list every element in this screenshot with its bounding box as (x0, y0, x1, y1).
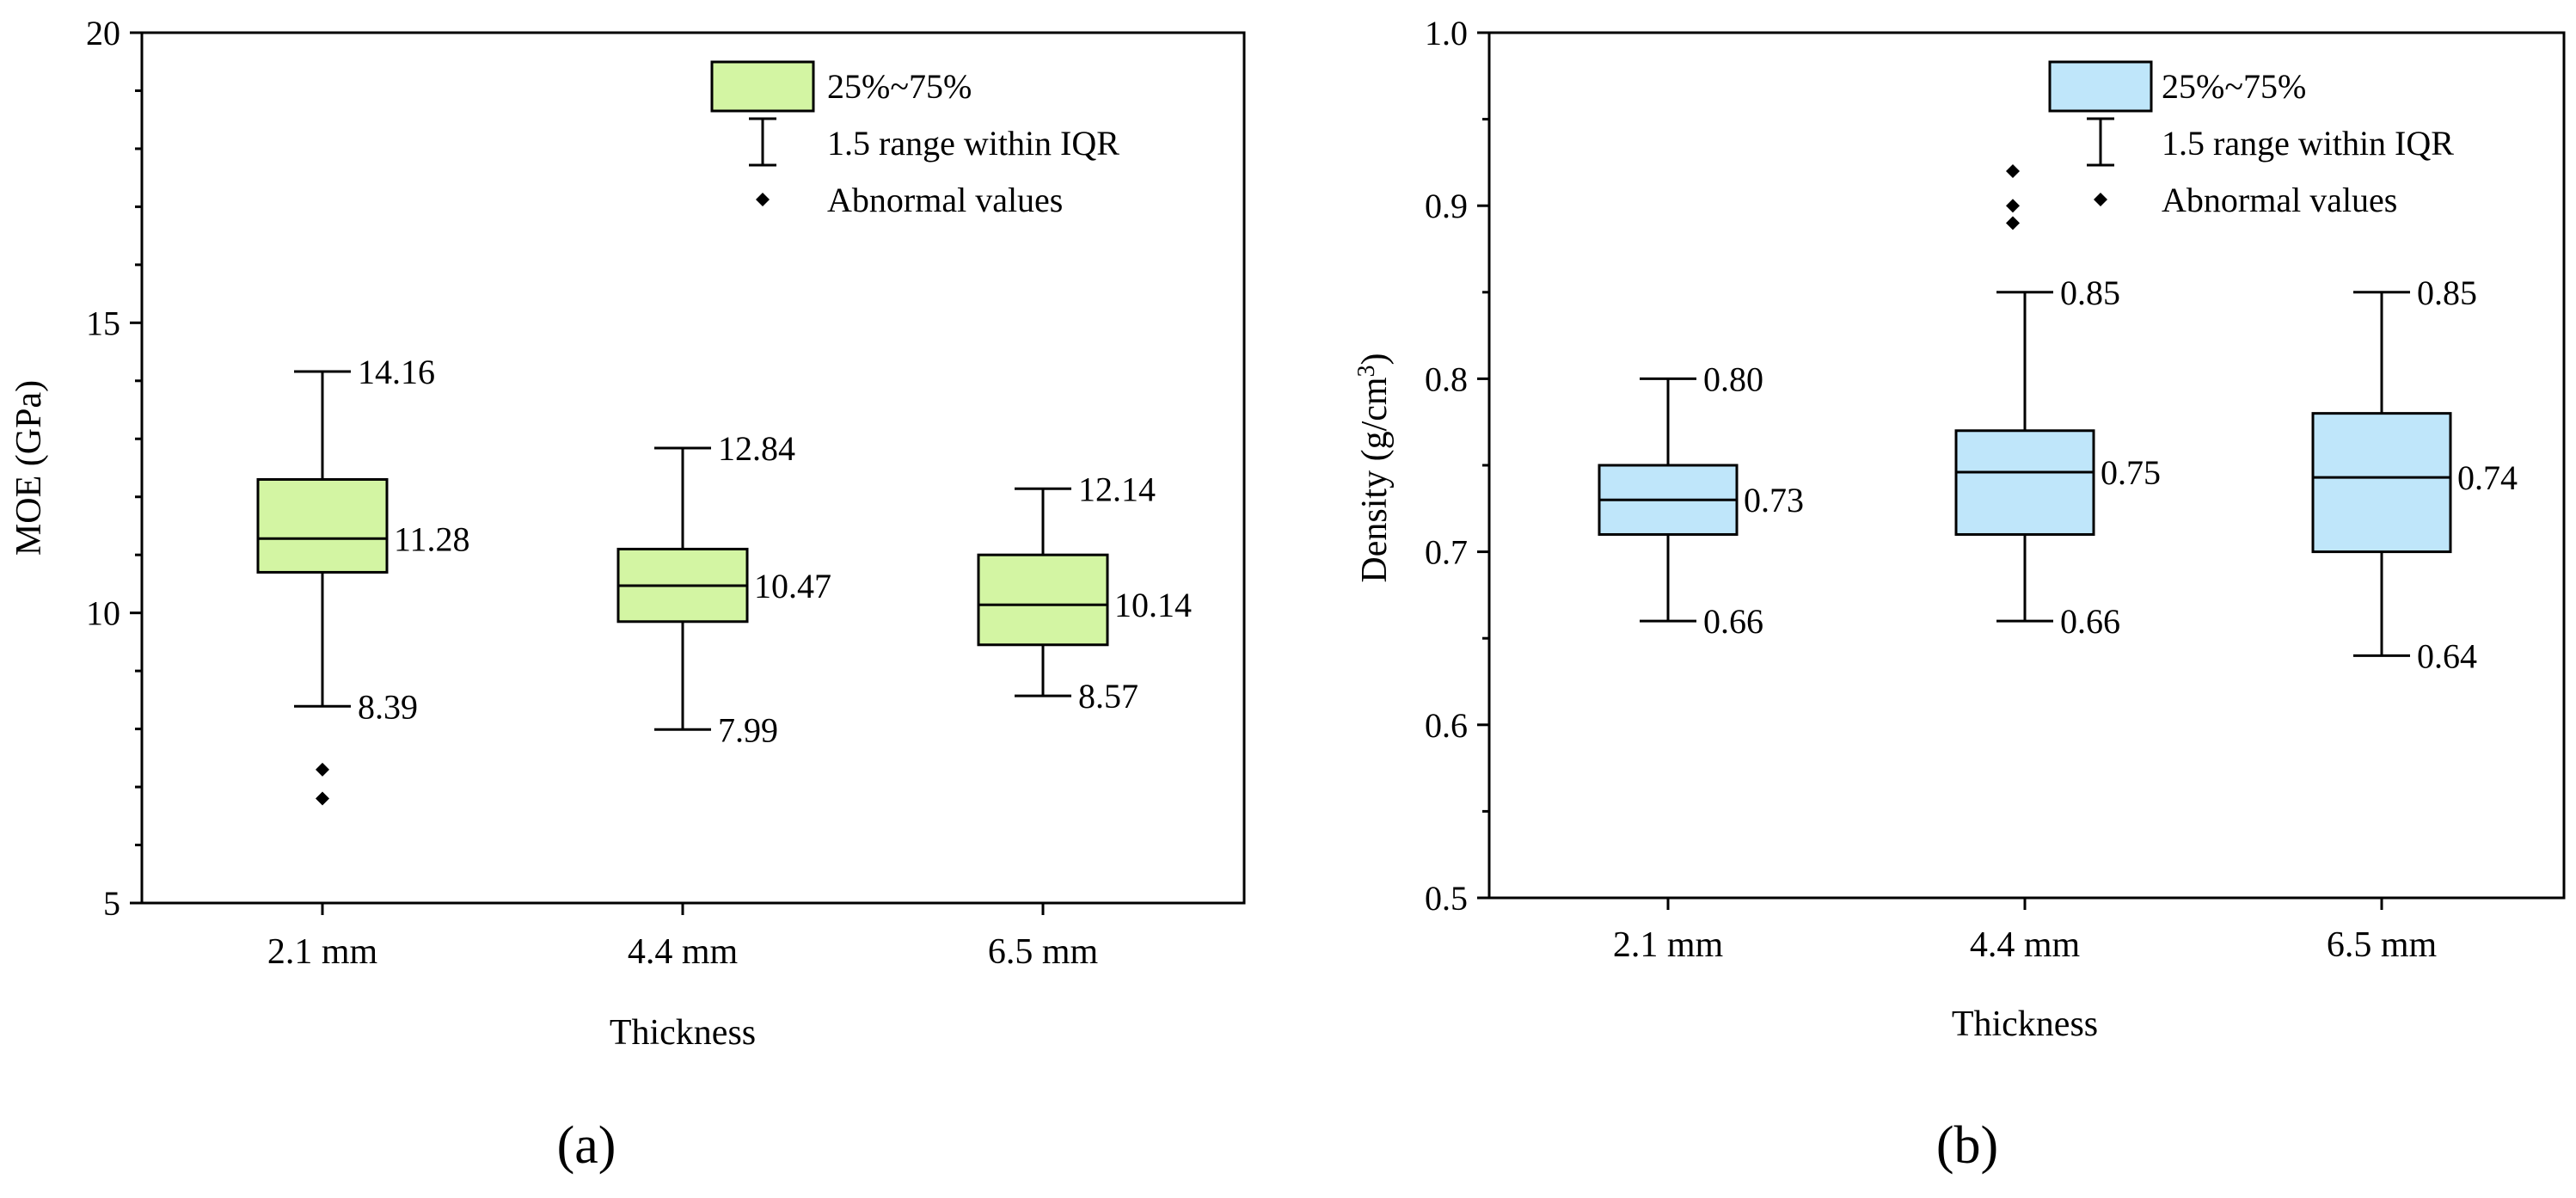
iqr-box (256, 477, 389, 574)
chart-a-y-axis: 5 10 15 20 (86, 14, 142, 923)
whisker-high-label: 0.80 (1703, 359, 1763, 398)
chart-a-legend: 25%~75% 1.5 range within IQR Abnormal valu… (710, 60, 1119, 219)
legend-box-swatch (710, 60, 815, 113)
whisker-high-label: 12.84 (718, 429, 795, 468)
median-label: 11.28 (394, 519, 470, 558)
median-label: 0.75 (2101, 453, 2161, 492)
box-group: 0.85 0.74 0.64 (2311, 273, 2518, 675)
x-tick-label: 4.4 mm (628, 932, 739, 972)
legend-outlier-marker (2094, 193, 2107, 206)
median-label: 0.74 (2457, 458, 2518, 497)
box-group: 0.85 0.75 0.66 (1954, 163, 2161, 641)
x-tick-label: 4.4 mm (1970, 925, 2081, 965)
chart-a-y-axis-title: MOE (GPa) (9, 380, 49, 556)
whisker-high-label: 0.85 (2417, 273, 2477, 312)
chart-a-plot-frame (140, 31, 1246, 905)
legend-box-label: 25%~75% (2162, 67, 2306, 106)
y-tick-label: 20 (86, 14, 120, 52)
chart-a-x-axis: 2.1 mm 4.4 mm 6.5 mm (267, 903, 1099, 972)
box-group: 12.14 10.14 8.57 (977, 470, 1192, 716)
y-tick-label: 0.7 (1425, 533, 1468, 572)
chart-b-y-axis-title-suffix: ) (1355, 353, 1395, 365)
chart-b-y-axis-title-sup: 3 (1353, 365, 1380, 377)
legend-box-label: 25%~75% (827, 67, 972, 106)
median-label: 10.47 (754, 567, 831, 605)
y-tick-label: 1.0 (1425, 14, 1468, 52)
whisker-low-label: 0.66 (2060, 602, 2120, 641)
chart-b-x-axis-title: Thickness (1952, 1004, 2098, 1044)
whisker-low-label: 0.64 (2417, 636, 2477, 675)
chart-b-y-axis-title-prefix: Density (g/cm (1355, 377, 1395, 582)
y-tick-label: 0.6 (1425, 706, 1468, 745)
chart-b: 0.5 0.6 0.7 0.8 0.9 1.0 2.1 mm 4.4 mm 6.5 mm 0.… (1353, 14, 2566, 1175)
whisker-high-label: 0.85 (2060, 273, 2120, 312)
whisker-low-label: 7.99 (718, 710, 778, 749)
panel-label-a: (a) (557, 1116, 616, 1175)
outlier-point (316, 791, 329, 806)
y-tick-label: 5 (103, 884, 120, 923)
x-tick-label: 6.5 mm (988, 932, 1099, 972)
median-label: 10.14 (1114, 586, 1192, 624)
whisker-low-label: 0.66 (1703, 602, 1763, 641)
box-group: 12.84 10.47 7.99 (616, 429, 831, 749)
y-tick-label: 15 (86, 304, 120, 342)
whisker-low-label: 8.57 (1078, 677, 1138, 716)
chart-b-y-axis-title: Density (g/cm3) (1353, 353, 1395, 582)
whisker-high-label: 12.14 (1078, 470, 1156, 508)
whisker-high-label: 14.16 (358, 353, 435, 391)
chart-b-legend: 25%~75% 1.5 range within IQR Abnormal valu… (2048, 60, 2454, 219)
iqr-box (2311, 412, 2452, 554)
panel-label-b: (b) (1936, 1116, 1998, 1175)
outlier-point (2006, 163, 2020, 178)
chart-b-y-axis: 0.5 0.6 0.7 0.8 0.9 1.0 (1425, 14, 1489, 918)
y-tick-label: 0.8 (1425, 359, 1468, 398)
chart-a: 5 10 15 20 2.1 mm 4.4 mm 6.5 mm 14.16 11.28 8.3… (9, 14, 1246, 1175)
whisker-low-label: 8.39 (358, 687, 418, 726)
legend-whisker-label: 1.5 range within IQR (827, 124, 1119, 163)
box-group: 14.16 11.28 8.39 (256, 353, 470, 806)
legend-outlier-marker (756, 193, 770, 206)
iqr-box (977, 553, 1109, 647)
outlier-point (2006, 199, 2020, 213)
legend-outlier-label: Abnormal values (827, 181, 1063, 219)
y-tick-label: 0.5 (1425, 879, 1468, 918)
legend-box-swatch (2048, 60, 2153, 113)
x-tick-label: 2.1 mm (1613, 925, 1724, 965)
chart-b-boxes: 0.80 0.73 0.66 0.85 0.75 0.66 0.85 0.74 0.64 (1598, 163, 2518, 675)
legend-whisker-label: 1.5 range within IQR (2162, 124, 2454, 163)
x-tick-label: 6.5 mm (2327, 925, 2438, 965)
chart-a-x-axis-title: Thickness (610, 1013, 756, 1053)
box-group: 0.80 0.73 0.66 (1598, 359, 1804, 641)
legend-outlier-label: Abnormal values (2162, 181, 2397, 219)
iqr-box (1954, 429, 2095, 536)
y-tick-label: 0.9 (1425, 187, 1468, 225)
y-tick-label: 10 (86, 594, 120, 633)
outlier-point (316, 762, 329, 777)
outlier-point (2006, 216, 2020, 230)
chart-b-x-axis: 2.1 mm 4.4 mm 6.5 mm (1613, 898, 2438, 965)
median-label: 0.73 (1744, 481, 1804, 519)
x-tick-label: 2.1 mm (267, 932, 378, 972)
chart-a-boxes: 14.16 11.28 8.39 12.84 10.47 7.99 12.14 10.14 8.… (256, 353, 1192, 806)
